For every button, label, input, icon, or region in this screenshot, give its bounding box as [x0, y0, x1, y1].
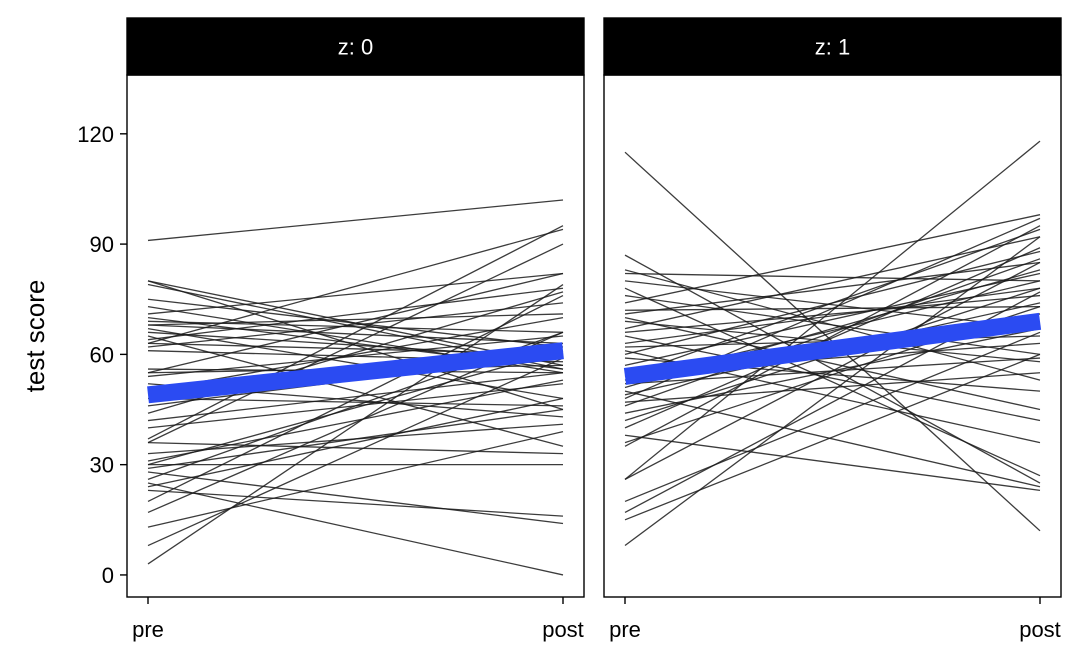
subject-line: [147, 228, 564, 344]
subject-line: [147, 313, 564, 326]
subject-line: [624, 236, 1041, 330]
subject-line: [147, 225, 564, 440]
mean-trend-line: [147, 342, 564, 404]
subject-line: [147, 287, 564, 341]
facet-strip: [126, 17, 585, 76]
y-axis-title-group: test score: [20, 280, 50, 393]
subject-line: [147, 335, 564, 378]
subject-line: [147, 335, 564, 447]
y-axis-title: test score: [20, 280, 50, 393]
subject-line: [147, 199, 564, 242]
subject-line: [147, 324, 564, 345]
facet-strip-label: z: 1: [815, 35, 850, 60]
subject-line: [624, 287, 1041, 477]
subject-line: [147, 482, 564, 576]
subject-line: [147, 357, 564, 547]
subject-line: [624, 272, 1041, 282]
subject-line: [624, 236, 1041, 547]
subject-line: [147, 397, 564, 488]
subject-line: [147, 294, 564, 503]
x-tick-label: post: [542, 617, 584, 642]
subject-line: [624, 331, 1041, 503]
y-tick-label: 120: [77, 122, 114, 147]
x-tick-label: pre: [132, 617, 164, 642]
facet-panel: z: 1 pre post: [603, 17, 1062, 642]
subject-line: [147, 397, 564, 407]
subject-line: [147, 272, 564, 374]
subject-line: [147, 243, 564, 444]
facet-strip: [603, 17, 1062, 76]
subject-line: [624, 214, 1041, 304]
subject-line: [147, 272, 564, 315]
subject-line: [147, 408, 564, 469]
subject-line: [147, 441, 564, 455]
subject-line: [624, 294, 1041, 333]
y-tick-label: 90: [90, 232, 114, 257]
y-tick-label: 0: [102, 563, 114, 588]
facet-strip-label: z: 0: [338, 35, 373, 60]
subject-line: [147, 471, 564, 525]
subject-line: [624, 261, 1041, 315]
subject-line: [624, 316, 1041, 411]
facet-panel: z: 0 pre post: [126, 17, 585, 642]
subject-line: [624, 353, 1041, 521]
y-tick-label: 60: [90, 342, 114, 367]
subject-line: [147, 372, 564, 422]
subject-line: [624, 258, 1041, 407]
subject-line: [147, 489, 564, 517]
subject-line: [624, 434, 1041, 492]
subject-line: [624, 225, 1041, 447]
subject-line: [147, 283, 564, 565]
subject-line: [147, 302, 564, 348]
x-tick-label: post: [1019, 617, 1061, 642]
mean-trend-line: [623, 312, 1042, 385]
subject-line: [624, 247, 1041, 429]
y-tick-label: 30: [90, 453, 114, 478]
x-tick-label: pre: [609, 617, 641, 642]
subject-line: [624, 261, 1041, 480]
subject-line: [147, 430, 564, 528]
subject-line: [147, 350, 564, 466]
subject-line: [147, 379, 564, 462]
subject-line: [624, 228, 1041, 378]
subject-line: [624, 140, 1041, 480]
subject-line: [624, 390, 1041, 488]
y-axis: 0 30 60 90 120: [77, 122, 127, 588]
